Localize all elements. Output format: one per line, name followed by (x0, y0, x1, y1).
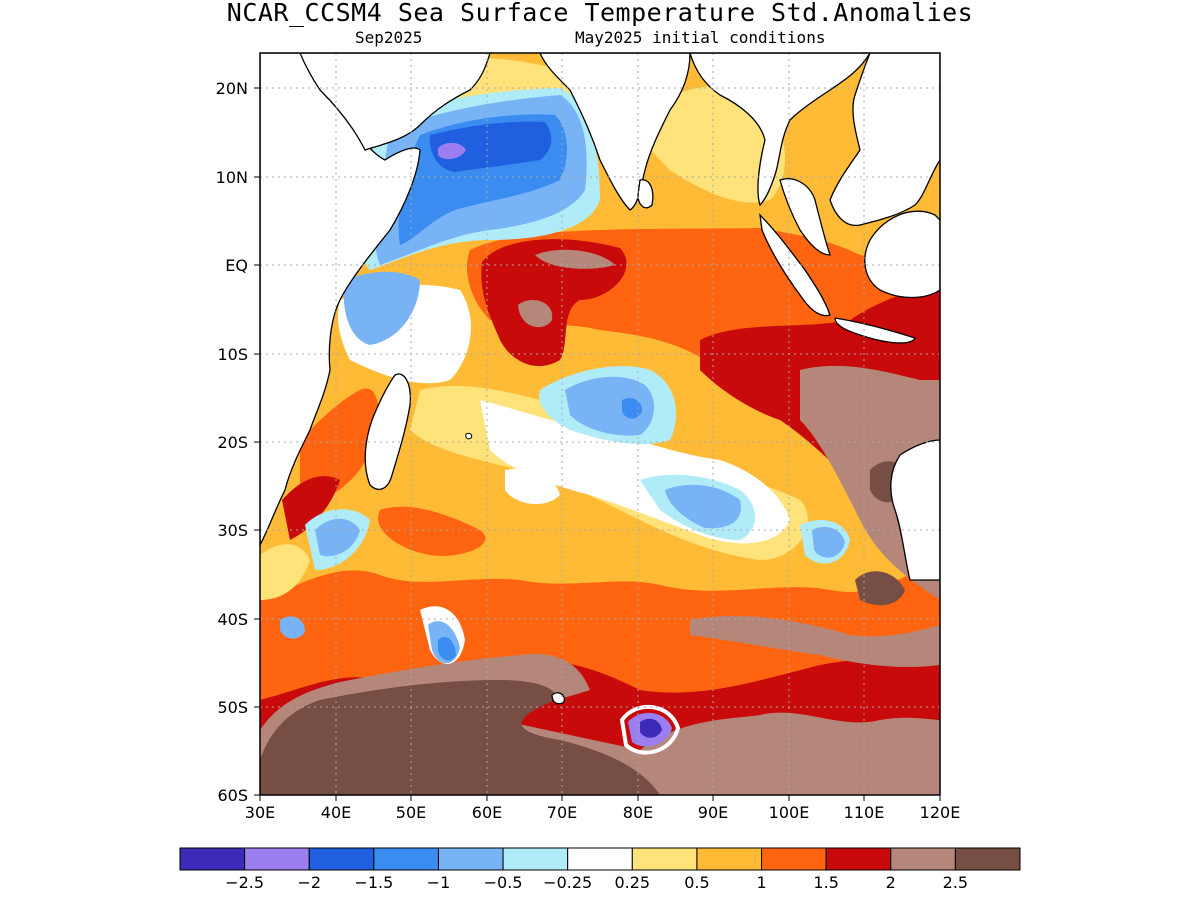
land-java (834, 317, 916, 344)
map-title: NCAR_CCSM4 Sea Surface Temperature Std.A… (226, 0, 974, 27)
lat-tick-label: 60S (217, 786, 248, 805)
forecast-month: Sep2025 (355, 28, 423, 47)
lon-tick-label: 120E (920, 803, 961, 822)
colorbar-label: −2.5 (225, 873, 264, 892)
colorbar-label: 0.5 (684, 873, 709, 892)
field-brown-band (690, 615, 940, 667)
lon-tick-label: 70E (547, 803, 577, 822)
land-se-asia (829, 53, 940, 227)
land-myanmar (689, 53, 871, 207)
field-deeppurple-kerguelen (640, 718, 662, 738)
land-mauritius (465, 432, 473, 440)
lat-tick-label: 50S (217, 698, 248, 717)
field-red-equatorial (481, 239, 627, 367)
map-frame (259, 52, 941, 796)
lat-tick-label: 10S (217, 345, 248, 364)
lon-tick-label: 110E (844, 803, 885, 822)
colorbar-swatch (954, 847, 1021, 871)
colorbar-label: −1 (427, 873, 451, 892)
field-brown-eq2 (518, 300, 553, 328)
colorbar-label: 1.5 (813, 873, 838, 892)
field-lightblue-sw (315, 518, 360, 557)
land-malay (779, 178, 831, 256)
colorbar-swatch (437, 847, 504, 871)
field-darkbrown-south (260, 680, 660, 795)
colorbar-label: −1.5 (354, 873, 393, 892)
lon-tick-label: 50E (396, 803, 426, 822)
lon-tick-label: 30E (245, 803, 275, 822)
field-white-sw (505, 468, 560, 505)
anomaly-field (260, 53, 940, 795)
colorbar-label: −0.25 (543, 873, 592, 892)
lon-tick-label: 80E (623, 803, 653, 822)
lat-tick-label: 20S (217, 433, 248, 452)
field-brown-eq (535, 249, 615, 269)
lat-tick-label: 10N (216, 168, 248, 187)
field-red-sw-coast (282, 476, 340, 540)
lat-tick-label: 40S (217, 610, 248, 629)
colorbar-label: −0.5 (484, 873, 523, 892)
field-white-ring (619, 704, 681, 755)
initial-conditions: May2025 initial conditions (575, 28, 826, 47)
field-blue-s (438, 636, 456, 661)
colorbar-swatch (567, 847, 633, 871)
lon-tick-label: 60E (472, 803, 502, 822)
field-yellow-sw (260, 544, 310, 600)
colorbar-label: 2.5 (943, 873, 968, 892)
land-kerguelen (551, 692, 565, 705)
colorbar-swatch (308, 847, 375, 871)
colorbar-swatch (502, 847, 569, 871)
field-lightblue-w2 (280, 616, 305, 639)
lon-tick-label: 90E (698, 803, 728, 822)
field-lightblue-e (812, 526, 845, 558)
land-india (539, 53, 691, 211)
colorbar-swatch (244, 847, 310, 871)
land-australia (890, 439, 940, 581)
colorbar-label: 1 (756, 873, 766, 892)
lat-tick-label: EQ (225, 256, 248, 275)
field-lightblue-west (343, 271, 420, 345)
latitude-axis: 20N 10N EQ 10S 20S 30S 40S 50S 60S (216, 79, 260, 805)
colorbar-label: 2 (886, 873, 896, 892)
colorbar-swatch (696, 847, 763, 871)
lon-tick-label: 100E (769, 803, 810, 822)
graticule (260, 53, 940, 795)
longitude-axis: 30E 40E 50E 60E 70E 80E 90E 100E 110E 120E (245, 795, 961, 822)
land-arabia (299, 53, 491, 151)
colorbar-swatch (179, 847, 246, 871)
field-lightblue-central (565, 376, 655, 436)
field-blue-central (622, 398, 643, 419)
field-purple-arabian (438, 142, 466, 160)
field-darkbrown-east (855, 571, 905, 606)
land-madagascar (364, 373, 411, 490)
colorbar-swatch (761, 847, 827, 871)
land-borneo (864, 210, 940, 299)
lon-tick-label: 40E (321, 803, 351, 822)
colorbar-swatch (825, 847, 892, 871)
colorbar-swatch (373, 847, 439, 871)
field-darkblue-arabian (429, 121, 552, 172)
colorbar-swatch (631, 847, 698, 871)
lat-tick-label: 30S (217, 521, 248, 540)
land-srilanka (637, 179, 654, 209)
lat-tick-label: 20N (216, 79, 248, 98)
colorbar-label: 0.25 (614, 873, 650, 892)
colorbar-label: −2 (297, 873, 321, 892)
colorbar: −2.5 −2 −1.5 −1 −0.5 −0.25 0.25 0.5 1 1.5 2 2.5 (179, 847, 1021, 892)
field-orange-southwest (378, 506, 486, 556)
colorbar-swatch (890, 847, 956, 871)
field-lightblue-se (665, 484, 741, 529)
